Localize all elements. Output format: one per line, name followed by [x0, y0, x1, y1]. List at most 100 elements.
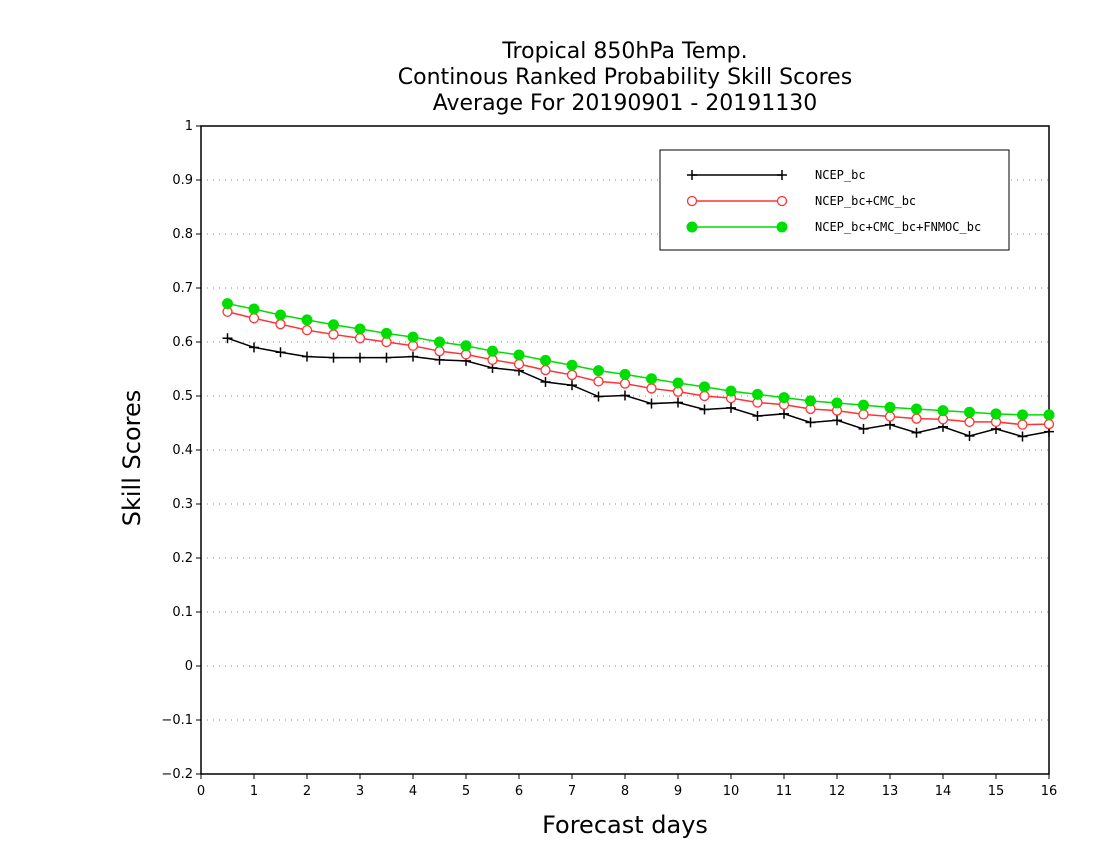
data-point: [673, 397, 683, 408]
x-tick-label: 16: [1041, 784, 1058, 799]
data-point: [646, 398, 657, 409]
data-point: [434, 336, 445, 348]
data-point: [911, 427, 922, 438]
data-point: [328, 319, 339, 331]
data-point: [355, 352, 365, 363]
data-point: [964, 416, 975, 428]
data-point: [911, 403, 922, 415]
data-point: [699, 390, 710, 402]
x-tick-label: 13: [882, 784, 899, 799]
series-2: [222, 306, 1055, 430]
data-point: [593, 391, 604, 402]
y-tick-label: 0.5: [172, 389, 193, 404]
y-tick-label: 0.6: [172, 335, 193, 350]
legend-label: NCEP_bc+CMC_bc: [815, 194, 916, 208]
data-point: [752, 388, 763, 400]
data-point: [858, 409, 869, 420]
y-tick-label: 0.4: [172, 443, 193, 458]
data-point: [354, 333, 366, 344]
data-point: [1017, 409, 1028, 421]
legend-label: NCEP_bc+CMC_bc+FNMOC_bc: [815, 220, 981, 234]
x-tick-label: 2: [303, 784, 311, 799]
data-point: [619, 368, 631, 380]
data-point: [1017, 431, 1028, 442]
series-group: [222, 298, 1055, 442]
x-axis: 0 1 2 3 4 5 6 7 8 9 10 11 12 13 14 15 16: [197, 774, 1057, 799]
data-point: [593, 376, 604, 387]
x-tick-label: 3: [356, 784, 364, 799]
y-tick-label: 1: [185, 119, 193, 134]
data-point: [778, 392, 790, 404]
data-point: [381, 327, 392, 339]
y-tick-label: −0.1: [161, 713, 193, 728]
data-point: [328, 329, 339, 340]
x-tick-label: 4: [409, 784, 417, 799]
data-point: [593, 365, 604, 377]
legend-marker: [776, 195, 788, 207]
data-point: [301, 314, 313, 326]
data-point: [381, 352, 392, 363]
data-point: [937, 405, 949, 417]
data-point: [354, 323, 366, 335]
x-tick-label: 0: [197, 784, 205, 799]
x-tick-label: 11: [776, 784, 793, 799]
data-point: [487, 345, 498, 357]
data-point: [248, 303, 260, 315]
data-point: [832, 415, 842, 426]
x-tick-label: 6: [515, 784, 523, 799]
data-point: [699, 404, 710, 415]
data-point: [301, 324, 313, 336]
y-tick-label: 0.2: [172, 551, 193, 566]
data-point: [407, 331, 419, 343]
x-tick-label: 5: [462, 784, 470, 799]
legend-label: NCEP_bc: [815, 168, 866, 182]
data-point: [513, 358, 525, 370]
y-axis-title: Skill Scores: [118, 390, 146, 527]
title-line-3: Average For 20190901 - 20191130: [433, 91, 818, 116]
x-tick-label: 1: [250, 784, 258, 799]
data-point: [646, 383, 657, 394]
data-point: [964, 430, 975, 441]
data-point: [1043, 409, 1055, 421]
y-tick-label: 0.7: [172, 281, 193, 296]
chart-title: Tropical 850hPa Temp. Continous Ranked P…: [398, 39, 852, 116]
data-point: [434, 354, 445, 365]
series-1: [222, 333, 1054, 442]
x-axis-title: Forecast days: [542, 811, 708, 839]
series-line: [227, 337, 1050, 438]
legend: NCEP_bc NCEP_bc+CMC_bc NCEP_bc+CMC_bc+FNMO…: [659, 149, 1010, 251]
series-3: [222, 298, 1055, 421]
x-tick-label: 10: [723, 784, 740, 799]
data-point: [275, 347, 286, 358]
data-point: [540, 364, 551, 376]
legend-marker: [686, 221, 698, 233]
data-point: [275, 309, 286, 321]
data-point: [884, 411, 896, 422]
data-point: [222, 333, 233, 344]
data-point: [249, 342, 259, 353]
legend-entry: NCEP_bc+CMC_bc+FNMOC_bc: [686, 220, 981, 234]
data-point: [619, 378, 631, 389]
data-point: [990, 408, 1002, 420]
y-tick-label: 0: [185, 659, 193, 674]
x-tick-label: 12: [829, 784, 846, 799]
legend-marker: [776, 221, 788, 233]
legend-entry: NCEP_bc+CMC_bc: [686, 194, 916, 208]
data-point: [964, 406, 975, 418]
data-point: [779, 408, 789, 419]
data-point: [858, 423, 869, 434]
legend-box: [659, 149, 1010, 251]
title-line-1: Tropical 850hPa Temp.: [501, 39, 747, 64]
series-line: [227, 311, 1050, 426]
data-point: [1017, 419, 1028, 430]
legend-marker: [687, 170, 697, 180]
data-point: [805, 417, 816, 428]
x-tick-label: 15: [988, 784, 1005, 799]
legend-entry: NCEP_bc: [687, 168, 866, 182]
series-line: [227, 302, 1049, 416]
data-point: [408, 351, 418, 362]
y-tick-label: 0.8: [172, 227, 193, 242]
data-point: [672, 377, 684, 389]
y-tick-label: 0.3: [172, 497, 193, 512]
